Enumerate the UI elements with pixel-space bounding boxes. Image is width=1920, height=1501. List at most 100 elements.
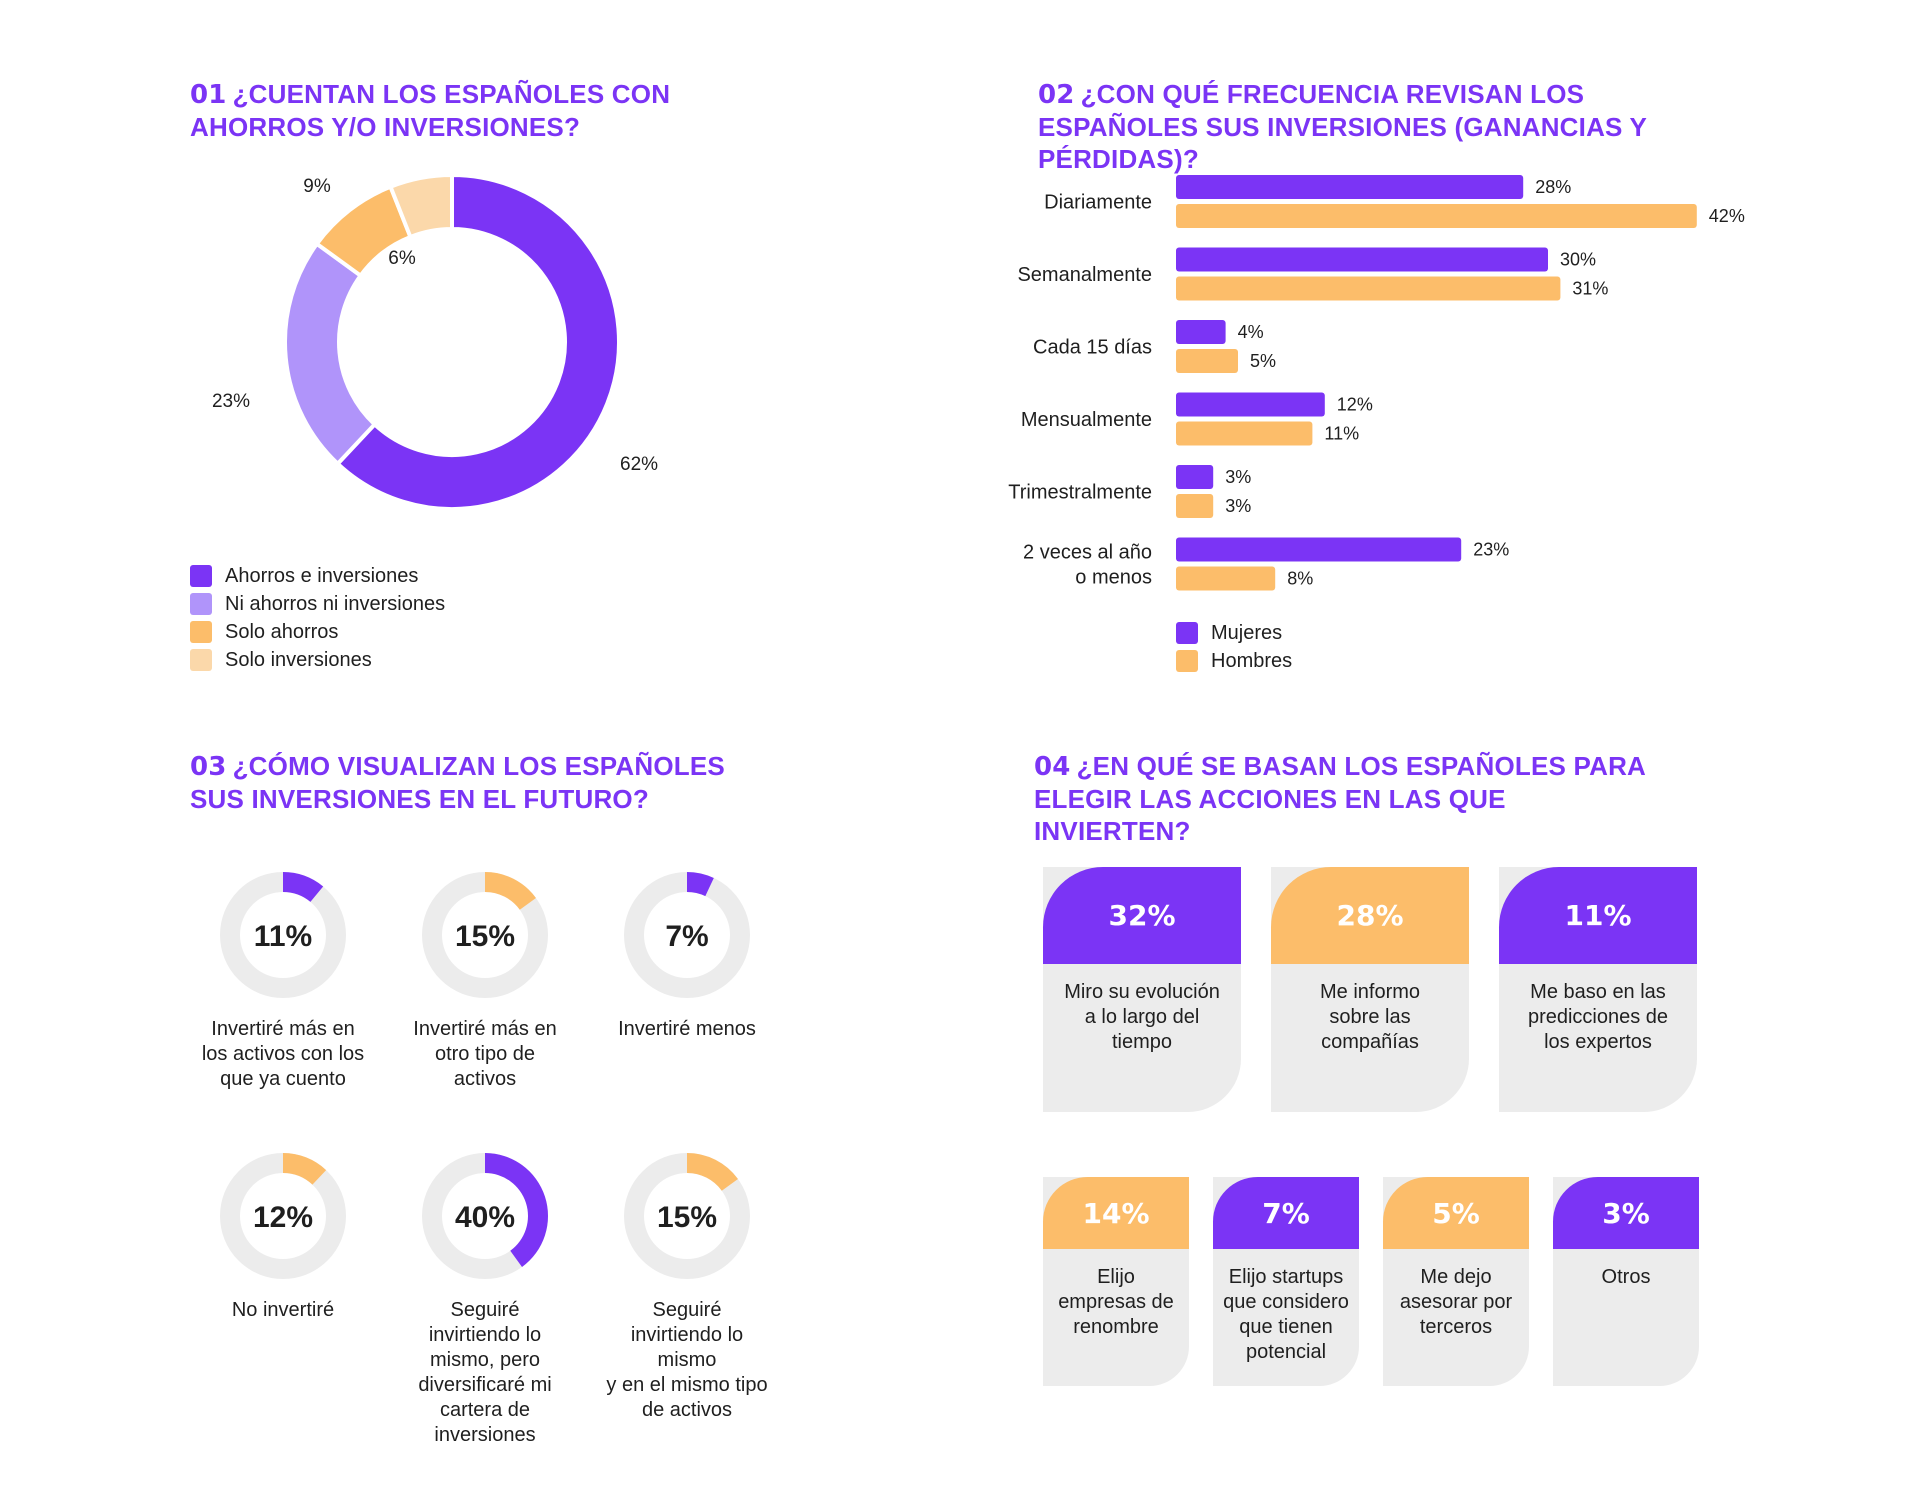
ring-percent: 11% — [254, 920, 312, 953]
bar-value-label: 42% — [1709, 206, 1745, 226]
bar-mujeres — [1176, 320, 1226, 344]
criteria-card: 5% Me dejo asesorar por terceros — [1383, 1177, 1529, 1386]
q2-legend-item: Mujeres — [1176, 619, 1292, 647]
ring-item: 7% Invertiré menos — [587, 870, 787, 1042]
q2-title-text: ¿CON QUÉ FRECUENCIA REVISAN LOS ESPAÑOLE… — [1038, 79, 1647, 174]
q2-bar-chart: Diariamente 28% 42% Semanalmente 30% 31% Cada … — [1008, 175, 1745, 591]
card-percent: 3% — [1553, 1177, 1699, 1249]
q1-title-text: ¿CUENTAN LOS ESPAÑOLES CON AHORROS Y/O I… — [190, 79, 671, 142]
q1-legend-item: Ni ahorros ni inversiones — [190, 590, 445, 618]
category-label: 2 veces al año o menos — [1023, 542, 1152, 589]
criteria-card: 11% Me baso en las predicciones de los ex… — [1499, 867, 1697, 1112]
bar-value-label: 31% — [1572, 279, 1608, 299]
donut-slice — [334, 172, 621, 511]
q3-title: 03 ¿CÓMO VISUALIZAN LOS ESPAÑOLES SUS INV… — [190, 750, 750, 815]
bar-value-label: 3% — [1225, 467, 1251, 487]
q1-legend-item: Ahorros e inversiones — [190, 562, 445, 590]
q2-number: 02 — [1038, 80, 1075, 110]
ring-percent: 12% — [253, 1201, 313, 1234]
progress-ring: 12% — [220, 1153, 346, 1279]
card-percent: 28% — [1271, 867, 1469, 964]
bar-value-label: 30% — [1560, 250, 1596, 270]
bar-value-label: 12% — [1337, 395, 1373, 415]
ring-item: 40% Seguiré invirtiendo lo mismo, pero di… — [385, 1151, 585, 1448]
bar-mujeres — [1176, 175, 1524, 199]
q2-legend-item: Hombres — [1176, 647, 1292, 675]
slice-value-label: 23% — [212, 391, 250, 412]
bar-value-label: 8% — [1287, 569, 1313, 589]
bar-value-label: 11% — [1324, 424, 1359, 444]
card-label: Me informo sobre las compañías — [1319, 981, 1421, 1053]
bar-mujeres — [1176, 537, 1462, 562]
donut-slice — [387, 172, 454, 240]
q1-donut-chart: 62% 23% 9% 6% — [212, 172, 658, 511]
bar-value-label: 28% — [1535, 177, 1571, 197]
category-label: Trimestralmente — [1008, 482, 1152, 504]
slice-value-label: 9% — [303, 176, 331, 197]
card-label: Elijo empresas de renombre — [1058, 1266, 1174, 1338]
q3-number: 03 — [190, 752, 227, 782]
legend-swatch — [1176, 622, 1198, 644]
q1-legend: Ahorros e inversiones Ni ahorros ni inve… — [190, 562, 445, 674]
ring-percent: 7% — [665, 920, 708, 953]
ring-item: 12% No invertiré — [183, 1151, 383, 1323]
category-label: Mensualmente — [1021, 409, 1152, 431]
ring-label: Seguiré invirtiendo lo mismo y en el mis… — [606, 1299, 768, 1421]
criteria-card: 3% Otros — [1553, 1177, 1699, 1386]
q1-number: 01 — [190, 80, 227, 110]
ring-percent: 15% — [657, 1201, 717, 1234]
q4-title-text: ¿EN QUÉ SE BASAN LOS ESPAÑOLES PARA ELEG… — [1034, 751, 1646, 846]
bar-hombres — [1176, 349, 1238, 373]
criteria-card: 14% Elijo empresas de renombre — [1043, 1177, 1189, 1386]
bar-mujeres — [1176, 247, 1548, 272]
category-label: Cada 15 días — [1033, 337, 1152, 359]
legend-swatch — [190, 621, 212, 643]
bar-value-label: 3% — [1225, 496, 1251, 516]
q1-legend-item: Solo inversiones — [190, 646, 445, 674]
card-label: Otros — [1601, 1266, 1651, 1288]
ring-item: 15% Invertiré más en otro tipo de activos — [385, 870, 585, 1092]
card-label: Miro su evolución a lo largo del tiempo — [1064, 981, 1220, 1053]
bar-hombres — [1176, 421, 1313, 446]
card-percent: 14% — [1043, 1177, 1189, 1249]
bar-hombres — [1176, 566, 1276, 591]
slice-value-label: 62% — [620, 454, 658, 475]
legend-label: Ahorros e inversiones — [225, 564, 419, 587]
q3-title-text: ¿CÓMO VISUALIZAN LOS ESPAÑOLES SUS INVER… — [190, 751, 725, 814]
legend-label: Hombres — [1211, 649, 1293, 672]
criteria-card: 28% Me informo sobre las compañías — [1271, 867, 1469, 1112]
ring-value-arc — [485, 1153, 548, 1267]
legend-swatch — [190, 565, 212, 587]
legend-swatch — [190, 593, 212, 615]
ring-value-arc — [283, 1153, 327, 1185]
progress-ring: 40% — [422, 1153, 548, 1279]
ring-label: Invertiré más en los activos con los que… — [201, 1018, 365, 1090]
ring-value-arc — [687, 872, 714, 897]
category-label: Diariamente — [1044, 192, 1152, 214]
slice-value-label: 6% — [388, 248, 416, 269]
bar-value-label: 23% — [1473, 540, 1509, 560]
ring-label: Invertiré más en otro tipo de activos — [413, 1018, 557, 1090]
q4-number: 04 — [1034, 752, 1071, 782]
q2-title: 02 ¿CON QUÉ FRECUENCIA REVISAN LOS ESPAÑO… — [1038, 78, 1738, 175]
bar-mujeres — [1176, 465, 1214, 489]
ring-label: Invertiré menos — [618, 1018, 756, 1040]
bar-hombres — [1176, 276, 1561, 301]
q2-legend: Mujeres Hombres — [1176, 619, 1292, 675]
q1-title: 01 ¿CUENTAN LOS ESPAÑOLES CON AHORROS Y/O… — [190, 78, 710, 143]
bar-hombres — [1176, 494, 1214, 518]
progress-ring: 15% — [624, 1153, 750, 1279]
card-percent: 11% — [1499, 867, 1697, 964]
progress-ring: 7% — [624, 872, 750, 998]
legend-swatch — [190, 649, 212, 671]
progress-ring: 11% — [220, 872, 346, 998]
bar-value-label: 5% — [1250, 351, 1276, 371]
bar-value-label: 4% — [1238, 322, 1264, 342]
card-label: Me baso en las predicciones de los exper… — [1527, 981, 1669, 1053]
bar-hombres — [1176, 204, 1697, 228]
legend-label: Solo ahorros — [225, 620, 339, 643]
criteria-card: 7% Elijo startups que considero que tiene… — [1213, 1177, 1359, 1386]
ring-item: 11% Invertiré más en los activos con los … — [183, 870, 383, 1092]
bar-mujeres — [1176, 392, 1325, 417]
card-label: Elijo startups que considero que tienen … — [1223, 1266, 1349, 1363]
